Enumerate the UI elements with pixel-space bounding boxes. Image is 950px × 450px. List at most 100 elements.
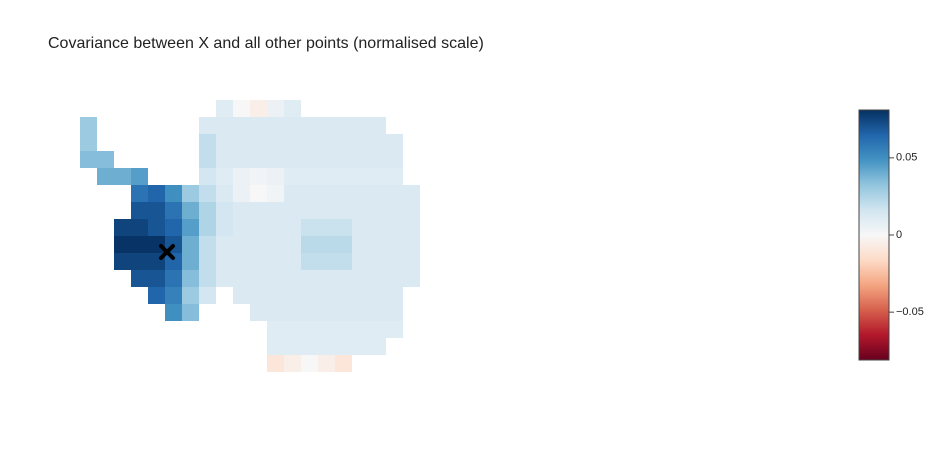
heatmap-cell bbox=[216, 134, 233, 151]
heatmap-cell bbox=[199, 151, 216, 168]
heatmap-cell bbox=[318, 134, 335, 151]
heatmap-cell bbox=[250, 117, 267, 134]
heatmap-cell bbox=[216, 100, 233, 117]
heatmap-cell bbox=[199, 134, 216, 151]
heatmap-cell bbox=[131, 185, 148, 202]
heatmap-cell bbox=[369, 134, 386, 151]
heatmap-cell bbox=[301, 253, 318, 270]
heatmap-cell bbox=[318, 168, 335, 185]
heatmap-cell bbox=[199, 117, 216, 134]
heatmap-cell bbox=[250, 168, 267, 185]
heatmap-cell bbox=[250, 134, 267, 151]
heatmap-cell bbox=[318, 236, 335, 253]
heatmap-cell bbox=[352, 151, 369, 168]
heatmap-cell bbox=[386, 202, 403, 219]
heatmap-cell bbox=[335, 355, 352, 372]
heatmap-cell bbox=[352, 253, 369, 270]
heatmap-cell bbox=[267, 134, 284, 151]
heatmap-cell bbox=[369, 185, 386, 202]
heatmap-cell bbox=[352, 168, 369, 185]
heatmap-cell bbox=[182, 270, 199, 287]
heatmap-cell bbox=[369, 304, 386, 321]
heatmap-cell bbox=[233, 287, 250, 304]
heatmap-cell bbox=[216, 185, 233, 202]
heatmap-cell bbox=[301, 151, 318, 168]
heatmap-cell bbox=[199, 236, 216, 253]
heatmap-cell bbox=[369, 338, 386, 355]
heatmap-cell bbox=[284, 202, 301, 219]
heatmap-cell bbox=[318, 355, 335, 372]
heatmap-cell bbox=[284, 338, 301, 355]
heatmap-cell bbox=[386, 236, 403, 253]
chart-title: Covariance between X and all other point… bbox=[48, 35, 484, 52]
heatmap-cell bbox=[386, 287, 403, 304]
heatmap-cell bbox=[352, 117, 369, 134]
heatmap-cell bbox=[182, 185, 199, 202]
heatmap-cell bbox=[165, 185, 182, 202]
heatmap-cell bbox=[352, 270, 369, 287]
heatmap-cell bbox=[267, 117, 284, 134]
heatmap-cell bbox=[386, 270, 403, 287]
marker-x bbox=[159, 244, 175, 260]
heatmap-cell bbox=[267, 236, 284, 253]
heatmap-cell bbox=[182, 304, 199, 321]
colorbar-tick-label: −0.05 bbox=[896, 306, 924, 318]
heatmap-cell bbox=[318, 321, 335, 338]
heatmap-cell bbox=[216, 151, 233, 168]
heatmap-cell bbox=[335, 202, 352, 219]
heatmap-cell bbox=[369, 219, 386, 236]
heatmap-cell bbox=[267, 100, 284, 117]
heatmap-cell bbox=[250, 202, 267, 219]
heatmap-cell bbox=[131, 236, 148, 253]
heatmap-cell bbox=[335, 338, 352, 355]
heatmap-cell bbox=[250, 304, 267, 321]
heatmap-cell bbox=[165, 304, 182, 321]
heatmap-cell bbox=[301, 117, 318, 134]
heatmap-cell bbox=[352, 202, 369, 219]
heatmap-cell bbox=[335, 270, 352, 287]
heatmap-cell bbox=[233, 202, 250, 219]
heatmap-cell bbox=[369, 321, 386, 338]
heatmap-cell bbox=[386, 321, 403, 338]
heatmap-cell bbox=[403, 236, 420, 253]
heatmap-cell bbox=[267, 219, 284, 236]
heatmap bbox=[80, 100, 420, 372]
heatmap-cell bbox=[386, 185, 403, 202]
heatmap-cell bbox=[165, 253, 182, 270]
heatmap-cell bbox=[233, 236, 250, 253]
heatmap-cell bbox=[284, 219, 301, 236]
heatmap-cell bbox=[369, 236, 386, 253]
colorbar-tick-label: 0.05 bbox=[896, 152, 917, 164]
heatmap-cell bbox=[335, 253, 352, 270]
heatmap-cell bbox=[182, 236, 199, 253]
heatmap-cell bbox=[284, 168, 301, 185]
heatmap-cell bbox=[335, 321, 352, 338]
heatmap-cell bbox=[182, 253, 199, 270]
heatmap-cell bbox=[233, 219, 250, 236]
heatmap-cell bbox=[318, 151, 335, 168]
heatmap-cell bbox=[131, 168, 148, 185]
heatmap-cell bbox=[250, 270, 267, 287]
heatmap-cell bbox=[148, 219, 165, 236]
heatmap-cell bbox=[233, 134, 250, 151]
heatmap-cell bbox=[318, 219, 335, 236]
heatmap-cell bbox=[284, 134, 301, 151]
heatmap-cell bbox=[114, 168, 131, 185]
heatmap-cell bbox=[352, 338, 369, 355]
heatmap-cell bbox=[250, 236, 267, 253]
heatmap-cell bbox=[216, 168, 233, 185]
heatmap-cell bbox=[165, 219, 182, 236]
heatmap-cell bbox=[301, 168, 318, 185]
heatmap-cell bbox=[403, 185, 420, 202]
heatmap-cell bbox=[267, 270, 284, 287]
heatmap-cell bbox=[352, 134, 369, 151]
heatmap-cell bbox=[267, 253, 284, 270]
heatmap-cell bbox=[369, 151, 386, 168]
heatmap-cell bbox=[182, 219, 199, 236]
heatmap-cell bbox=[216, 253, 233, 270]
heatmap-cell bbox=[301, 202, 318, 219]
heatmap-cell bbox=[148, 202, 165, 219]
heatmap-cell bbox=[352, 287, 369, 304]
